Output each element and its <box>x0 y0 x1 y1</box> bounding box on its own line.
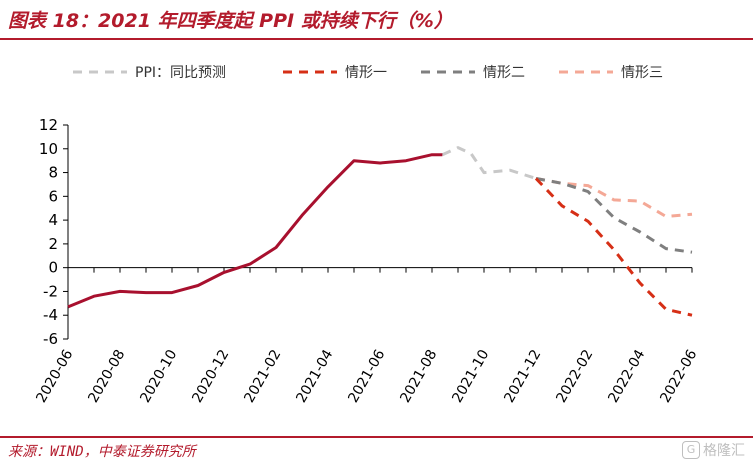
y-tick-label: 2 <box>48 235 58 253</box>
y-tick-label: 8 <box>48 164 58 182</box>
legend-label-scenario3: 情形三 <box>621 65 663 81</box>
x-tick-label: 2020-12 <box>189 347 232 406</box>
x-tick-label: 2022-04 <box>605 347 648 406</box>
series-line-scenario2 <box>535 177 693 254</box>
x-tick-label: 2021-02 <box>241 347 284 406</box>
ppi-line-chart: PPI：同比预测 情形一 情形二 情形三 12 10 8 6 4 2 0 -2 -4 -62020-06… <box>33 65 700 406</box>
x-tick-label: 2021-06 <box>345 347 388 406</box>
x-tick-label: 2020-08 <box>85 347 128 406</box>
series-line-scenario1 <box>534 177 693 317</box>
series-lines <box>67 146 693 317</box>
x-tick-label: 2021-04 <box>293 347 336 406</box>
series-line-actual <box>67 153 443 309</box>
watermark-text: 格隆汇 <box>703 443 745 459</box>
source-note: 来源：WIND，中泰证券研究所 <box>8 444 196 460</box>
y-tick-label: 0 <box>48 259 58 277</box>
y-tick-label: -6 <box>43 330 58 348</box>
series-line-scenario3 <box>535 177 693 218</box>
y-tick-label: -2 <box>43 282 58 300</box>
title-divider <box>0 38 753 40</box>
x-tick-label: 2020-06 <box>33 347 76 406</box>
y-tick-label: 4 <box>48 211 58 229</box>
series-line-forecast <box>441 146 537 180</box>
x-tick-label: 2021-08 <box>397 347 440 406</box>
legend-label-scenario1: 情形一 <box>345 65 387 81</box>
y-tick-label: 12 <box>39 116 58 134</box>
footer-divider <box>0 436 753 438</box>
y-tick-label: -4 <box>43 306 58 324</box>
watermark-logo-icon: G <box>682 441 700 459</box>
y-tick-label: 6 <box>48 187 58 205</box>
x-tick-label: 2020-10 <box>137 347 180 406</box>
watermark: G 格隆汇 <box>682 440 745 460</box>
x-tick-label: 2022-06 <box>657 347 700 406</box>
legend: PPI：同比预测 情形一 情形二 情形三 <box>73 65 663 81</box>
y-tick-label: 10 <box>39 140 58 158</box>
x-tick-label: 2021-10 <box>449 347 492 406</box>
x-tick-label: 2022-02 <box>553 347 596 406</box>
legend-label-scenario2: 情形二 <box>483 65 525 81</box>
legend-label-forecast: PPI：同比预测 <box>135 65 226 81</box>
x-tick-label: 2021-12 <box>501 347 544 406</box>
chart-title: 图表 18：2021 年四季度起 PPI 或持续下行（%） <box>8 10 453 32</box>
